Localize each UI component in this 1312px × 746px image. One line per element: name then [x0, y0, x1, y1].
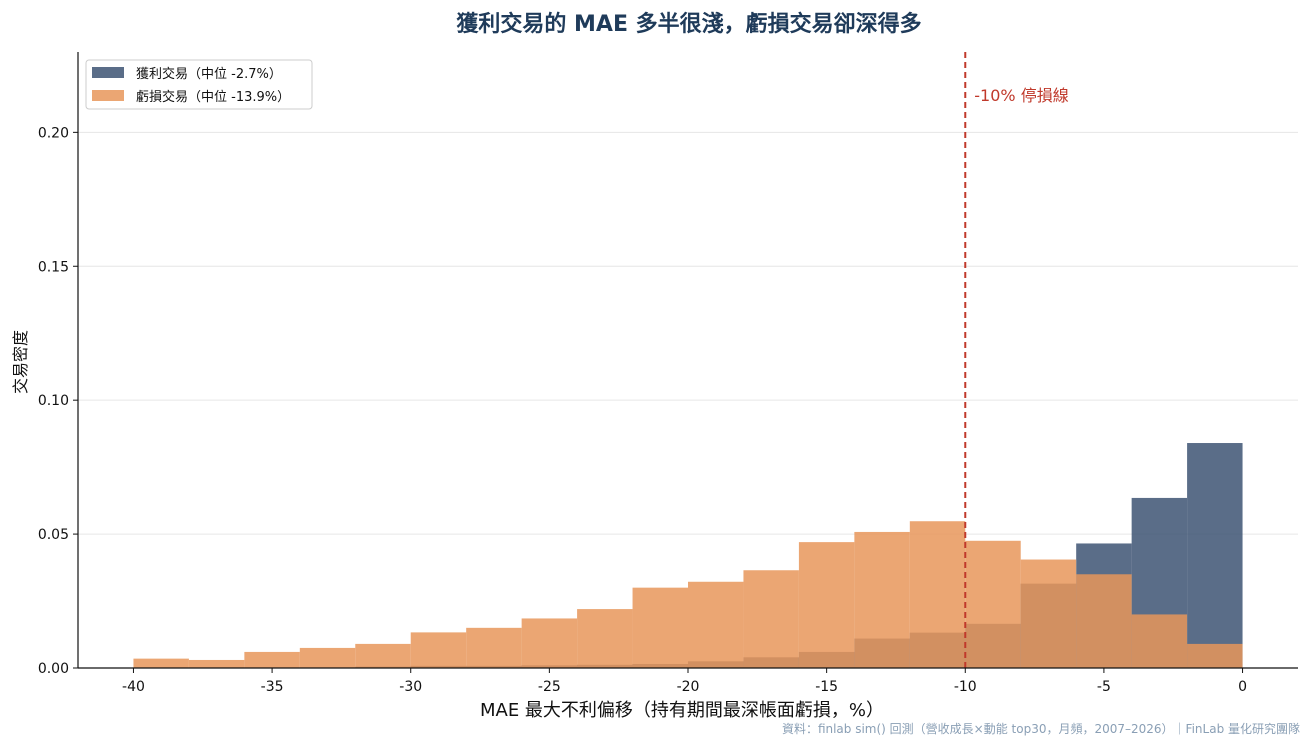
loss-trade-bar — [521, 618, 578, 668]
legend-swatch — [92, 67, 124, 78]
legend-frame — [85, 59, 313, 110]
legend-entry: 獲利交易（中位 -2.7%） — [136, 66, 282, 82]
profit-trade-bar — [1187, 443, 1243, 668]
stop-loss-label: -10% 停損線 — [974, 86, 1068, 105]
loss-trade-bar — [188, 659, 245, 668]
legend-swatch — [92, 90, 124, 101]
loss-trade-bar — [854, 531, 910, 668]
loss-trade-bar — [133, 658, 189, 668]
chart-title: 獲利交易的 MAE 多半很淺，虧損交易卻深得多 — [456, 11, 921, 37]
x-axis-label: MAE 最大不利偏移（持有期間最深帳面虧損，%） — [480, 700, 884, 721]
loss-trade-bar — [1131, 614, 1188, 668]
x-tick-label: -40 — [122, 679, 145, 695]
source-note: 資料：finlab sim() 回測（營收成長×動能 top30，月頻，2007… — [782, 721, 1300, 736]
loss-trade-bar — [466, 627, 522, 668]
loss-trade-bar — [1020, 559, 1077, 668]
x-tick-label: -30 — [399, 679, 422, 695]
loss-trade-bar — [355, 643, 411, 668]
x-tick-label: -10 — [954, 679, 977, 695]
axes: -40 -35 -30 -25 -20 -15 -10 -5 0 0.00 0.05 0.10 0.15… — [38, 52, 1298, 695]
stop-loss-line-group: -10% 停損線 — [964, 52, 1069, 668]
y-tick-label: 0.15 — [38, 259, 69, 275]
y-tick-label: 0.05 — [38, 527, 69, 543]
loss-trade-bar — [410, 632, 467, 668]
loss-trade-bar — [909, 521, 966, 668]
loss-trade-bar — [743, 570, 799, 668]
x-tick-label: -25 — [538, 679, 561, 695]
x-tick-label: 0 — [1238, 679, 1247, 695]
loss-trade-bar — [965, 540, 1021, 668]
loss-trade-bar — [299, 647, 356, 668]
y-tick-label: 0.20 — [38, 125, 69, 141]
loss-trade-bar — [577, 609, 633, 668]
loss-trade-bar — [244, 651, 300, 668]
y-tick-label: 0.00 — [38, 661, 69, 677]
loss-trade-bar — [1187, 643, 1243, 668]
bars — [133, 443, 1243, 668]
loss-trade-bar — [632, 587, 688, 668]
legend-entry: 虧損交易（中位 -13.9%） — [136, 89, 290, 105]
loss-trade-bar — [1076, 574, 1132, 668]
x-tick-label: -5 — [1097, 679, 1111, 695]
loss-trade-bar — [798, 542, 855, 668]
y-tick-label: 0.10 — [38, 393, 69, 409]
x-tick-label: -15 — [815, 679, 838, 695]
x-tick-label: -35 — [261, 679, 284, 695]
loss-trade-bar — [688, 581, 744, 668]
x-tick-label: -20 — [677, 679, 700, 695]
y-axis-label: 交易密度 — [11, 330, 30, 394]
legend: 獲利交易（中位 -2.7%） 虧損交易（中位 -13.9%） — [85, 59, 313, 110]
